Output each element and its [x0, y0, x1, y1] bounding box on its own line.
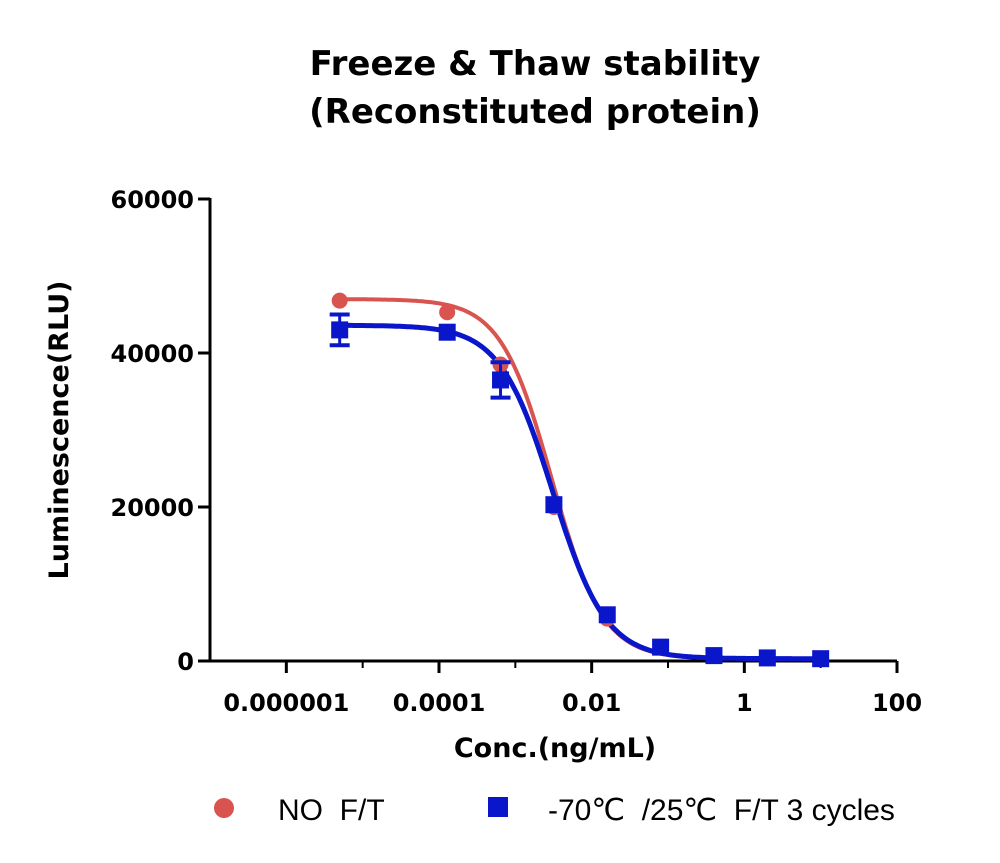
data-point-series-2	[492, 371, 510, 389]
y-ticks: 0 20000 40000 60000	[111, 186, 210, 676]
chart-title: Freeze & Thaw stability (Reconstituted p…	[309, 44, 761, 132]
x-tick-label: 0.01	[562, 689, 621, 717]
data-point-series-2	[652, 638, 670, 656]
y-tick-label: 40000	[111, 340, 195, 368]
axes: 0 20000 40000 60000 0.000001 0.0001 0.01 1 100	[111, 186, 923, 717]
data-point-series-2	[331, 321, 349, 339]
legend-marker-no-ft	[214, 798, 234, 818]
x-tick-label: 0.0001	[393, 689, 486, 717]
chart-title-line-1: Freeze & Thaw stability	[310, 44, 761, 84]
legend: NO F/T -70℃ /25℃ F/T 3 cycles	[214, 794, 895, 827]
legend-marker-ft-3-cycles	[488, 797, 508, 817]
data-point-series-1	[331, 292, 348, 309]
x-tick-label: 1	[736, 689, 753, 717]
data-point-series-2	[438, 323, 456, 341]
data-point-series-1	[439, 304, 456, 321]
y-tick-label: 0	[177, 648, 194, 676]
fit-curve-series-2	[339, 322, 822, 662]
x-tick-label: 100	[872, 689, 922, 717]
y-tick-label: 60000	[111, 186, 195, 214]
data-point-series-2	[598, 606, 616, 624]
plot-area	[329, 292, 830, 668]
x-axis-title: Conc.(ng/mL)	[454, 733, 656, 764]
data-point-series-2	[545, 496, 563, 514]
legend-label-ft-3-cycles: -70℃ /25℃ F/T 3 cycles	[548, 794, 895, 827]
data-point-series-2	[758, 649, 776, 667]
y-tick-label: 20000	[111, 494, 195, 522]
data-point-series-2	[705, 647, 723, 665]
legend-label-no-ft: NO F/T	[278, 794, 385, 827]
data-point-series-2	[812, 650, 830, 668]
fit-curve-series-1	[339, 297, 821, 661]
x-ticks: 0.000001 0.0001 0.01 1 100	[223, 661, 922, 717]
x-tick-label: 0.000001	[223, 689, 349, 717]
chart-title-line-2: (Reconstituted protein)	[309, 92, 761, 132]
y-axis-title: Luminescence(RLU)	[44, 281, 75, 580]
